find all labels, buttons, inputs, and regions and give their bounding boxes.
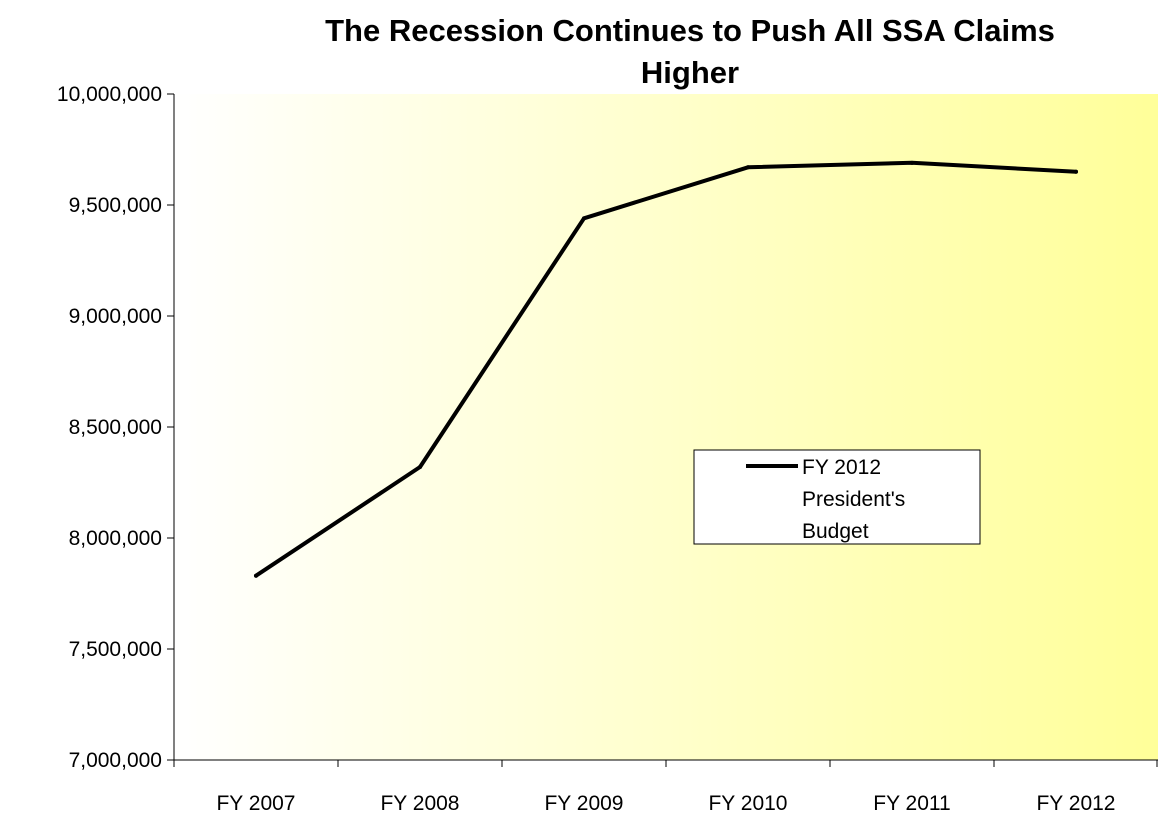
legend-label-line-1: FY 2012 <box>802 456 881 479</box>
y-tick-label: 8,500,000 <box>69 416 162 439</box>
series-line <box>254 160 1078 578</box>
legend: FY 2012 President's Budget <box>693 449 981 545</box>
x-tick-label: FY 2011 <box>873 792 950 814</box>
series-point <box>746 165 750 170</box>
legend-label-line-3: Budget <box>802 520 869 543</box>
series-point <box>582 216 586 221</box>
x-tick-label: FY 2007 <box>216 792 295 814</box>
x-tick-label: FY 2009 <box>544 792 623 814</box>
chart-title-line-1: The Recession Continues to Push All SSA … <box>325 13 1055 48</box>
y-tick-label: 7,500,000 <box>69 638 162 661</box>
y-tick-label: 9,000,000 <box>69 305 162 328</box>
y-tick-label: 9,500,000 <box>69 194 162 217</box>
y-tick-label: 10,000,000 <box>57 83 162 106</box>
plot-area <box>174 94 1158 760</box>
chart-title-line-2: Higher <box>641 55 739 90</box>
x-axis: FY 2007 FY 2008 FY 2009 FY 2010 FY 2011 FY 20… <box>173 759 1158 814</box>
chart-title: The Recession Continues to Push All SSA … <box>325 13 1055 90</box>
y-tick-label: 8,000,000 <box>69 527 162 550</box>
legend-box <box>693 449 981 545</box>
x-tick-label: FY 2010 <box>708 792 787 814</box>
x-tick-label: FY 2008 <box>380 792 459 814</box>
x-tick-label: FY 2012 <box>1036 792 1115 814</box>
legend-label-line-2: President's <box>802 488 905 511</box>
y-tick-label: 7,000,000 <box>69 749 162 772</box>
series-point <box>254 573 258 578</box>
series-point <box>910 160 914 165</box>
series-point <box>1074 169 1078 174</box>
y-axis: 7,000,000 7,500,000 8,000,000 8,500,000 9,00… <box>57 83 175 772</box>
series-point <box>418 464 422 469</box>
series-layer <box>254 160 1078 578</box>
